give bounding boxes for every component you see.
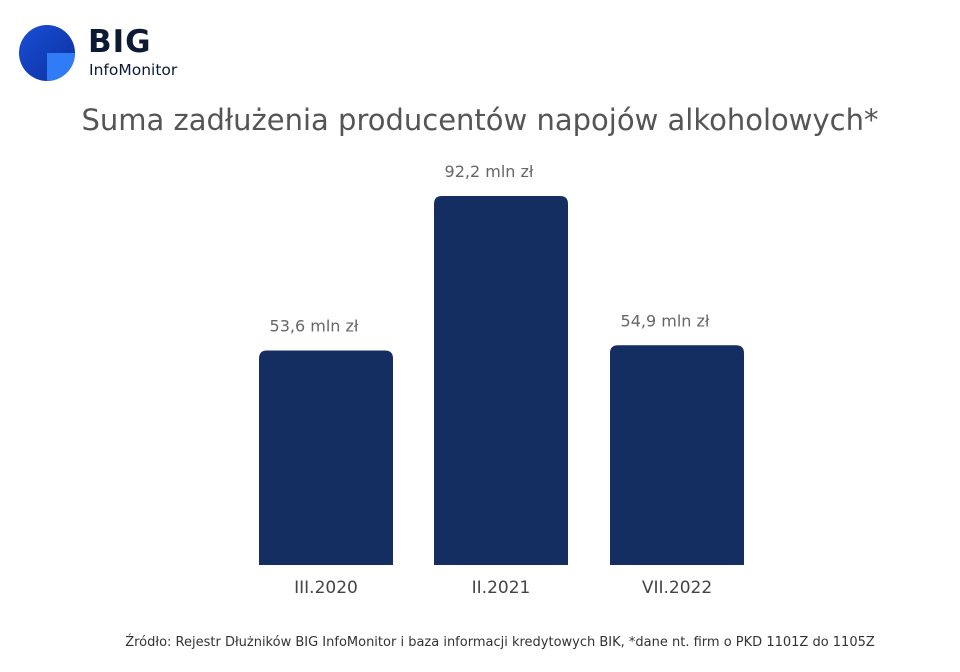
bar-III.2020 [259,350,393,565]
bar-II.2021 [434,196,568,565]
category-label-II.2021: II.2021 [472,578,531,598]
bar-VII.2022 [610,345,744,565]
data-label-II.2021: 92,2 mln zł [445,162,534,181]
logo-subname: InfoMonitor [89,61,178,79]
data-label-III.2020: 53,6 mln zł [270,316,359,335]
source-note: Źródło: Rejestr Dłużników BIG InfoMonito… [125,635,875,650]
logo-icon [19,25,75,81]
chart-title: Suma zadłużenia producentów napojów alko… [81,103,879,137]
data-label-VII.2022: 54,9 mln zł [621,311,710,330]
category-label-III.2020: III.2020 [294,578,358,598]
category-label-VII.2022: VII.2022 [642,578,712,598]
logo-name: BIG [88,24,152,60]
big-infomonitor-logo: BIG InfoMonitor [18,24,218,84]
